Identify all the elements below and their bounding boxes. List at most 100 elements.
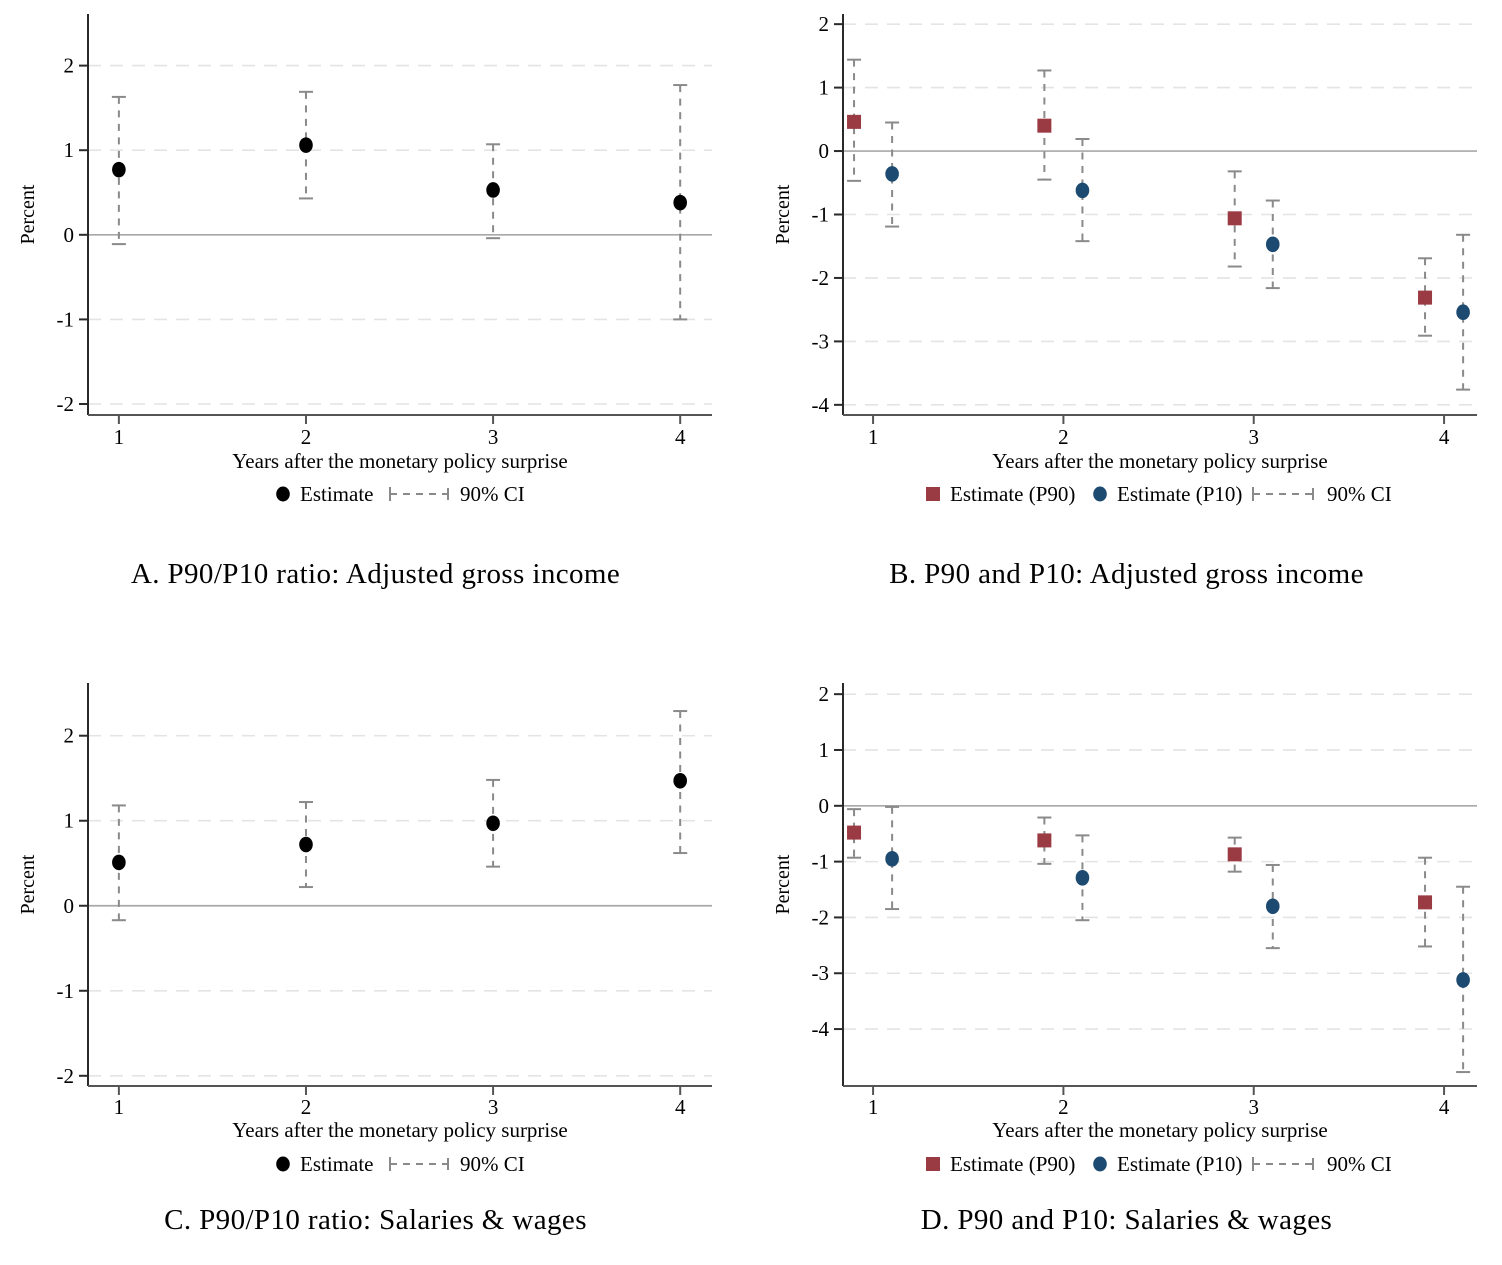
x-axis-label: Years after the monetary policy surprise bbox=[232, 449, 568, 473]
svg-text:2: 2 bbox=[819, 682, 830, 706]
data-point bbox=[299, 137, 313, 153]
panel-b-title: B. P90 and P10: Adjusted gross income bbox=[889, 558, 1364, 590]
svg-text:-3: -3 bbox=[812, 329, 830, 353]
svg-text:-2: -2 bbox=[57, 1064, 75, 1088]
data-point bbox=[1227, 211, 1242, 226]
legend-label: 90% CI bbox=[1327, 482, 1392, 506]
legend-square-marker bbox=[926, 487, 940, 501]
gridlines bbox=[88, 734, 712, 1077]
svg-text:4: 4 bbox=[1439, 425, 1450, 449]
svg-text:-1: -1 bbox=[57, 979, 75, 1003]
legend-label: 90% CI bbox=[460, 482, 525, 506]
svg-text:0: 0 bbox=[819, 794, 830, 818]
svg-text:-2: -2 bbox=[812, 905, 830, 929]
data-point bbox=[673, 772, 687, 789]
x-tick-labels: 1 2 3 4 bbox=[114, 415, 686, 449]
legend-square-marker bbox=[926, 1157, 940, 1171]
legend-label: Estimate (P90) bbox=[950, 1152, 1075, 1176]
legend-label: Estimate (P10) bbox=[1117, 482, 1242, 506]
series-estimate-p90- bbox=[847, 114, 1433, 305]
svg-text:1: 1 bbox=[64, 809, 75, 833]
confidence-intervals bbox=[111, 84, 688, 321]
panel-d-title: D. P90 and P10: Salaries & wages bbox=[920, 1204, 1333, 1236]
data-point bbox=[299, 836, 313, 853]
confidence-intervals bbox=[847, 58, 1471, 391]
data-point bbox=[1418, 290, 1433, 305]
legend-label: 90% CI bbox=[1327, 1152, 1392, 1176]
data-point bbox=[1037, 118, 1052, 133]
data-point bbox=[1265, 236, 1280, 253]
svg-text:1: 1 bbox=[64, 138, 75, 162]
panel-c-title: C. P90/P10 ratio: Salaries & wages bbox=[164, 1204, 587, 1236]
legend-label: Estimate bbox=[300, 482, 373, 506]
panel-d-svg: -4 -3 -2 -1 0 1 2 1 2 3 4 Years after the monetary … bbox=[772, 682, 1477, 1176]
panel-c-svg: -2 -1 0 1 2 1 2 3 4 Years after the monetary poli… bbox=[17, 683, 712, 1176]
data-point bbox=[486, 815, 500, 832]
svg-text:-2: -2 bbox=[57, 392, 75, 416]
svg-text:3: 3 bbox=[488, 425, 499, 449]
legend-label: Estimate bbox=[300, 1152, 373, 1176]
series-estimate bbox=[112, 772, 687, 871]
svg-text:4: 4 bbox=[675, 425, 686, 449]
data-point bbox=[885, 851, 899, 867]
svg-text:-3: -3 bbox=[812, 961, 830, 985]
data-point bbox=[112, 854, 126, 871]
panel-b-chart: -4 -3 -2 -1 0 1 2 1 2 3 4 Years after the monetary … bbox=[751, 0, 1502, 540]
svg-text:1: 1 bbox=[114, 425, 125, 449]
panel-d-chart: -4 -3 -2 -1 0 1 2 1 2 3 4 Years after the monetary … bbox=[751, 640, 1502, 1200]
data-point bbox=[885, 166, 899, 182]
svg-text:1: 1 bbox=[114, 1095, 125, 1119]
svg-text:2: 2 bbox=[301, 425, 312, 449]
legend: Estimate 90% CI bbox=[276, 1152, 525, 1176]
panel-a-title: A. P90/P10 ratio: Adjusted gross income bbox=[130, 558, 621, 590]
x-tick-labels: 1 2 3 4 bbox=[868, 415, 1450, 449]
confidence-intervals bbox=[111, 710, 688, 922]
legend: Estimate 90% CI bbox=[276, 482, 525, 506]
svg-text:2: 2 bbox=[1058, 425, 1069, 449]
svg-text:2: 2 bbox=[819, 12, 830, 36]
data-point bbox=[847, 114, 862, 129]
x-axis-label: Years after the monetary policy surprise bbox=[992, 1118, 1328, 1142]
svg-text:0: 0 bbox=[64, 223, 75, 247]
legend-circle-marker bbox=[1093, 1156, 1107, 1172]
y-tick-labels: -2 -1 0 1 2 bbox=[57, 724, 88, 1088]
legend: Estimate (P90) Estimate (P10) 90% CI bbox=[926, 1152, 1392, 1176]
svg-text:-4: -4 bbox=[812, 1017, 830, 1041]
svg-text:-4: -4 bbox=[812, 393, 830, 417]
legend-circle-marker bbox=[1093, 486, 1107, 502]
svg-text:0: 0 bbox=[64, 894, 75, 918]
gridlines bbox=[88, 64, 712, 405]
panel-c-chart: -2 -1 0 1 2 1 2 3 4 Years after the monetary poli… bbox=[0, 640, 751, 1200]
legend-label: Estimate (P90) bbox=[950, 482, 1075, 506]
svg-text:1: 1 bbox=[868, 1095, 879, 1119]
svg-text:-2: -2 bbox=[812, 266, 830, 290]
data-point bbox=[1456, 304, 1470, 321]
data-point bbox=[486, 182, 500, 198]
data-point bbox=[673, 194, 687, 211]
y-axis-label: Percent bbox=[17, 184, 39, 244]
y-axis-label: Percent bbox=[772, 854, 794, 914]
series-estimate bbox=[112, 137, 687, 211]
svg-text:2: 2 bbox=[64, 724, 75, 748]
gridlines bbox=[843, 23, 1477, 406]
y-axis-label: Percent bbox=[17, 854, 39, 914]
data-point bbox=[1037, 833, 1052, 848]
svg-text:3: 3 bbox=[1248, 1095, 1259, 1119]
data-point bbox=[1075, 182, 1090, 199]
gridlines bbox=[843, 693, 1477, 1030]
svg-text:2: 2 bbox=[1058, 1095, 1069, 1119]
legend-label: Estimate (P10) bbox=[1117, 1152, 1242, 1176]
panel-b-svg: -4 -3 -2 -1 0 1 2 1 2 3 4 Years after the monetary … bbox=[772, 12, 1477, 506]
legend-label: 90% CI bbox=[460, 1152, 525, 1176]
x-axis-label: Years after the monetary policy surprise bbox=[992, 449, 1328, 473]
svg-text:2: 2 bbox=[64, 54, 75, 78]
series-estimate-p10- bbox=[885, 851, 1470, 988]
data-point bbox=[112, 161, 126, 178]
legend-circle-marker bbox=[276, 1156, 290, 1172]
svg-text:4: 4 bbox=[675, 1095, 686, 1119]
svg-text:3: 3 bbox=[1248, 425, 1259, 449]
data-point bbox=[847, 825, 862, 840]
series-estimate-p10- bbox=[885, 166, 1470, 321]
svg-text:-1: -1 bbox=[812, 850, 830, 874]
